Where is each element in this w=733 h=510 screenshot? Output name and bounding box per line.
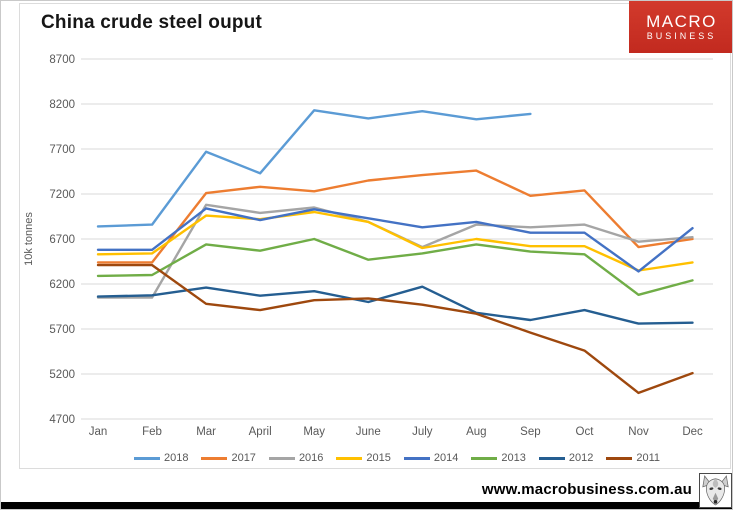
legend-label: 2014 bbox=[433, 452, 459, 464]
legend-swatch-2017 bbox=[201, 456, 228, 460]
x-tick-label: Jan bbox=[89, 426, 108, 438]
y-tick-label: 8700 bbox=[49, 54, 75, 66]
legend-item-2012: 2012 bbox=[538, 452, 594, 464]
legend-label: 2015 bbox=[366, 452, 391, 464]
y-tick-label: 5700 bbox=[49, 324, 75, 336]
macrobusiness-logo: MACRO BUSINESS bbox=[629, 1, 732, 53]
legend-label: 2017 bbox=[231, 452, 256, 464]
y-tick-label: 6700 bbox=[49, 234, 75, 246]
page-title: China crude steel ouput bbox=[41, 12, 263, 33]
x-tick-label: Dec bbox=[682, 426, 703, 438]
series-line-2014 bbox=[96, 207, 694, 273]
chart-frame bbox=[19, 3, 731, 469]
legend-swatch-2016 bbox=[268, 456, 295, 460]
x-tick-label: Nov bbox=[628, 426, 649, 438]
legend-swatch-2018 bbox=[133, 456, 160, 460]
wolf-icon bbox=[702, 475, 729, 506]
x-tick-label: June bbox=[356, 426, 381, 438]
series-line-2012 bbox=[96, 285, 694, 325]
logo-text-business: BUSINESS bbox=[646, 30, 717, 41]
x-tick-label: Mar bbox=[196, 426, 216, 438]
x-tick-label: Sep bbox=[520, 426, 540, 438]
legend-swatch-2011 bbox=[606, 456, 633, 460]
y-tick-label: 7200 bbox=[49, 189, 75, 201]
y-tick-label: 4700 bbox=[49, 414, 75, 426]
legend-swatch-2012 bbox=[538, 456, 565, 460]
x-tick-label: Oct bbox=[576, 426, 595, 438]
series-line-2011 bbox=[96, 263, 694, 395]
y-tick-label: 7700 bbox=[49, 144, 75, 156]
legend-item-2013: 2013 bbox=[471, 452, 526, 464]
x-axis-tick-labels: Jan Feb Mar April May June July Aug Sep Oct Nov Dec bbox=[89, 426, 703, 438]
legend-item-2011: 2011 bbox=[606, 452, 660, 464]
legend-label: 2011 bbox=[636, 452, 661, 464]
series-line-2013 bbox=[96, 237, 694, 296]
series-lines bbox=[96, 109, 694, 395]
legend-label: 2012 bbox=[568, 452, 594, 464]
legend-label: 2013 bbox=[501, 452, 526, 464]
legend-swatch-2013 bbox=[471, 456, 498, 460]
legend-label: 2016 bbox=[298, 452, 324, 464]
y-tick-label: 6200 bbox=[49, 279, 75, 291]
x-tick-label: April bbox=[249, 426, 272, 438]
gridlines bbox=[81, 58, 713, 420]
legend-item-2018: 2018 bbox=[133, 452, 189, 464]
y-axis-tick-labels: 8700 8200 7700 7200 6700 6200 5700 5200 4700 bbox=[49, 54, 75, 426]
legend-swatch-2015 bbox=[336, 456, 363, 460]
legend-item-2017: 2017 bbox=[201, 452, 256, 464]
x-tick-label: Feb bbox=[142, 426, 162, 438]
footer-url: www.macrobusiness.com.au bbox=[481, 481, 692, 498]
legend-label: 2018 bbox=[163, 452, 189, 464]
y-tick-label: 8200 bbox=[49, 99, 75, 111]
series-line-2015 bbox=[96, 210, 694, 272]
legend-item-2015: 2015 bbox=[336, 452, 391, 464]
line-chart: 8700 8200 7700 7200 6700 6200 5700 5200 4700 Jan… bbox=[23, 54, 713, 438]
footer-black-bar bbox=[1, 502, 732, 509]
legend-item-2014: 2014 bbox=[403, 452, 459, 464]
wolf-logo-box bbox=[699, 473, 732, 508]
logo-text-macro: MACRO bbox=[646, 11, 717, 31]
legend-item-2016: 2016 bbox=[268, 452, 324, 464]
y-axis-title: 10k tonnes bbox=[23, 212, 35, 266]
series-line-2018 bbox=[96, 109, 532, 228]
chart-legend: 2018 2017 2016 2015 2014 2013 2012 2011 bbox=[81, 450, 713, 466]
x-tick-label: Aug bbox=[466, 426, 486, 438]
series-line-2017 bbox=[96, 169, 694, 264]
y-tick-label: 5200 bbox=[49, 369, 75, 381]
x-tick-label: July bbox=[412, 426, 433, 438]
x-tick-label: May bbox=[303, 426, 325, 438]
legend-swatch-2014 bbox=[403, 456, 430, 460]
